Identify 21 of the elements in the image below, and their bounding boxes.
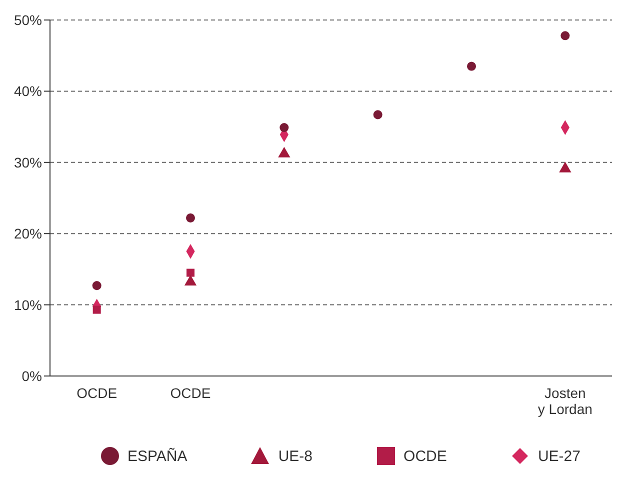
point — [186, 213, 196, 222]
y-tick-label: 20% — [14, 226, 42, 242]
x-tick-label: OCDE — [76, 385, 118, 401]
y-tick-label: 0% — [22, 368, 42, 384]
point — [92, 306, 101, 314]
y-tick-label: 30% — [14, 154, 42, 170]
point — [560, 31, 570, 40]
x-tick-label: OCDE — [170, 385, 211, 401]
legend-label: ESPAÑA — [126, 446, 188, 466]
y-tick-label: 10% — [14, 296, 42, 313]
point — [466, 62, 476, 71]
point — [186, 268, 194, 277]
point — [92, 281, 102, 290]
legend-label: UE-27 — [536, 446, 580, 466]
point — [280, 123, 289, 132]
y-tick-label: 50% — [14, 12, 42, 28]
x-tick-label: Josten y Lordan — [538, 385, 592, 417]
legend-label: UE-8 — [277, 446, 312, 466]
point — [373, 110, 382, 120]
y-tick-label: 40% — [14, 83, 42, 100]
legend-label: OCDE — [402, 446, 447, 466]
